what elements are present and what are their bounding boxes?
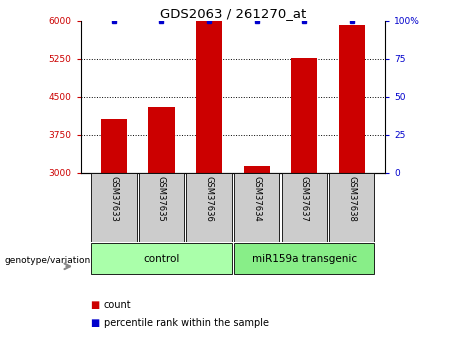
Text: GSM37635: GSM37635 — [157, 176, 166, 222]
Bar — [91, 243, 231, 274]
Bar — [291, 58, 317, 172]
Title: GDS2063 / 261270_at: GDS2063 / 261270_at — [160, 7, 306, 20]
Bar — [234, 243, 374, 274]
Text: percentile rank within the sample: percentile rank within the sample — [104, 318, 269, 327]
Text: GSM37636: GSM37636 — [205, 176, 213, 222]
Text: GSM37633: GSM37633 — [109, 176, 118, 222]
Text: ■: ■ — [90, 318, 99, 327]
Text: ■: ■ — [90, 300, 99, 310]
Bar — [186, 172, 231, 242]
Bar — [243, 166, 270, 172]
Text: miR159a transgenic: miR159a transgenic — [252, 254, 357, 264]
Bar — [234, 172, 279, 242]
Bar — [196, 21, 222, 172]
Text: genotype/variation: genotype/variation — [5, 256, 91, 265]
Text: count: count — [104, 300, 131, 310]
Bar — [139, 172, 184, 242]
Text: GSM37638: GSM37638 — [347, 176, 356, 222]
Bar — [148, 107, 175, 172]
Bar — [101, 119, 127, 172]
Text: GSM37634: GSM37634 — [252, 176, 261, 222]
Bar — [329, 172, 374, 242]
Bar — [338, 25, 365, 172]
Bar — [282, 172, 327, 242]
Text: control: control — [143, 254, 180, 264]
Bar — [91, 172, 136, 242]
Text: GSM37637: GSM37637 — [300, 176, 308, 222]
